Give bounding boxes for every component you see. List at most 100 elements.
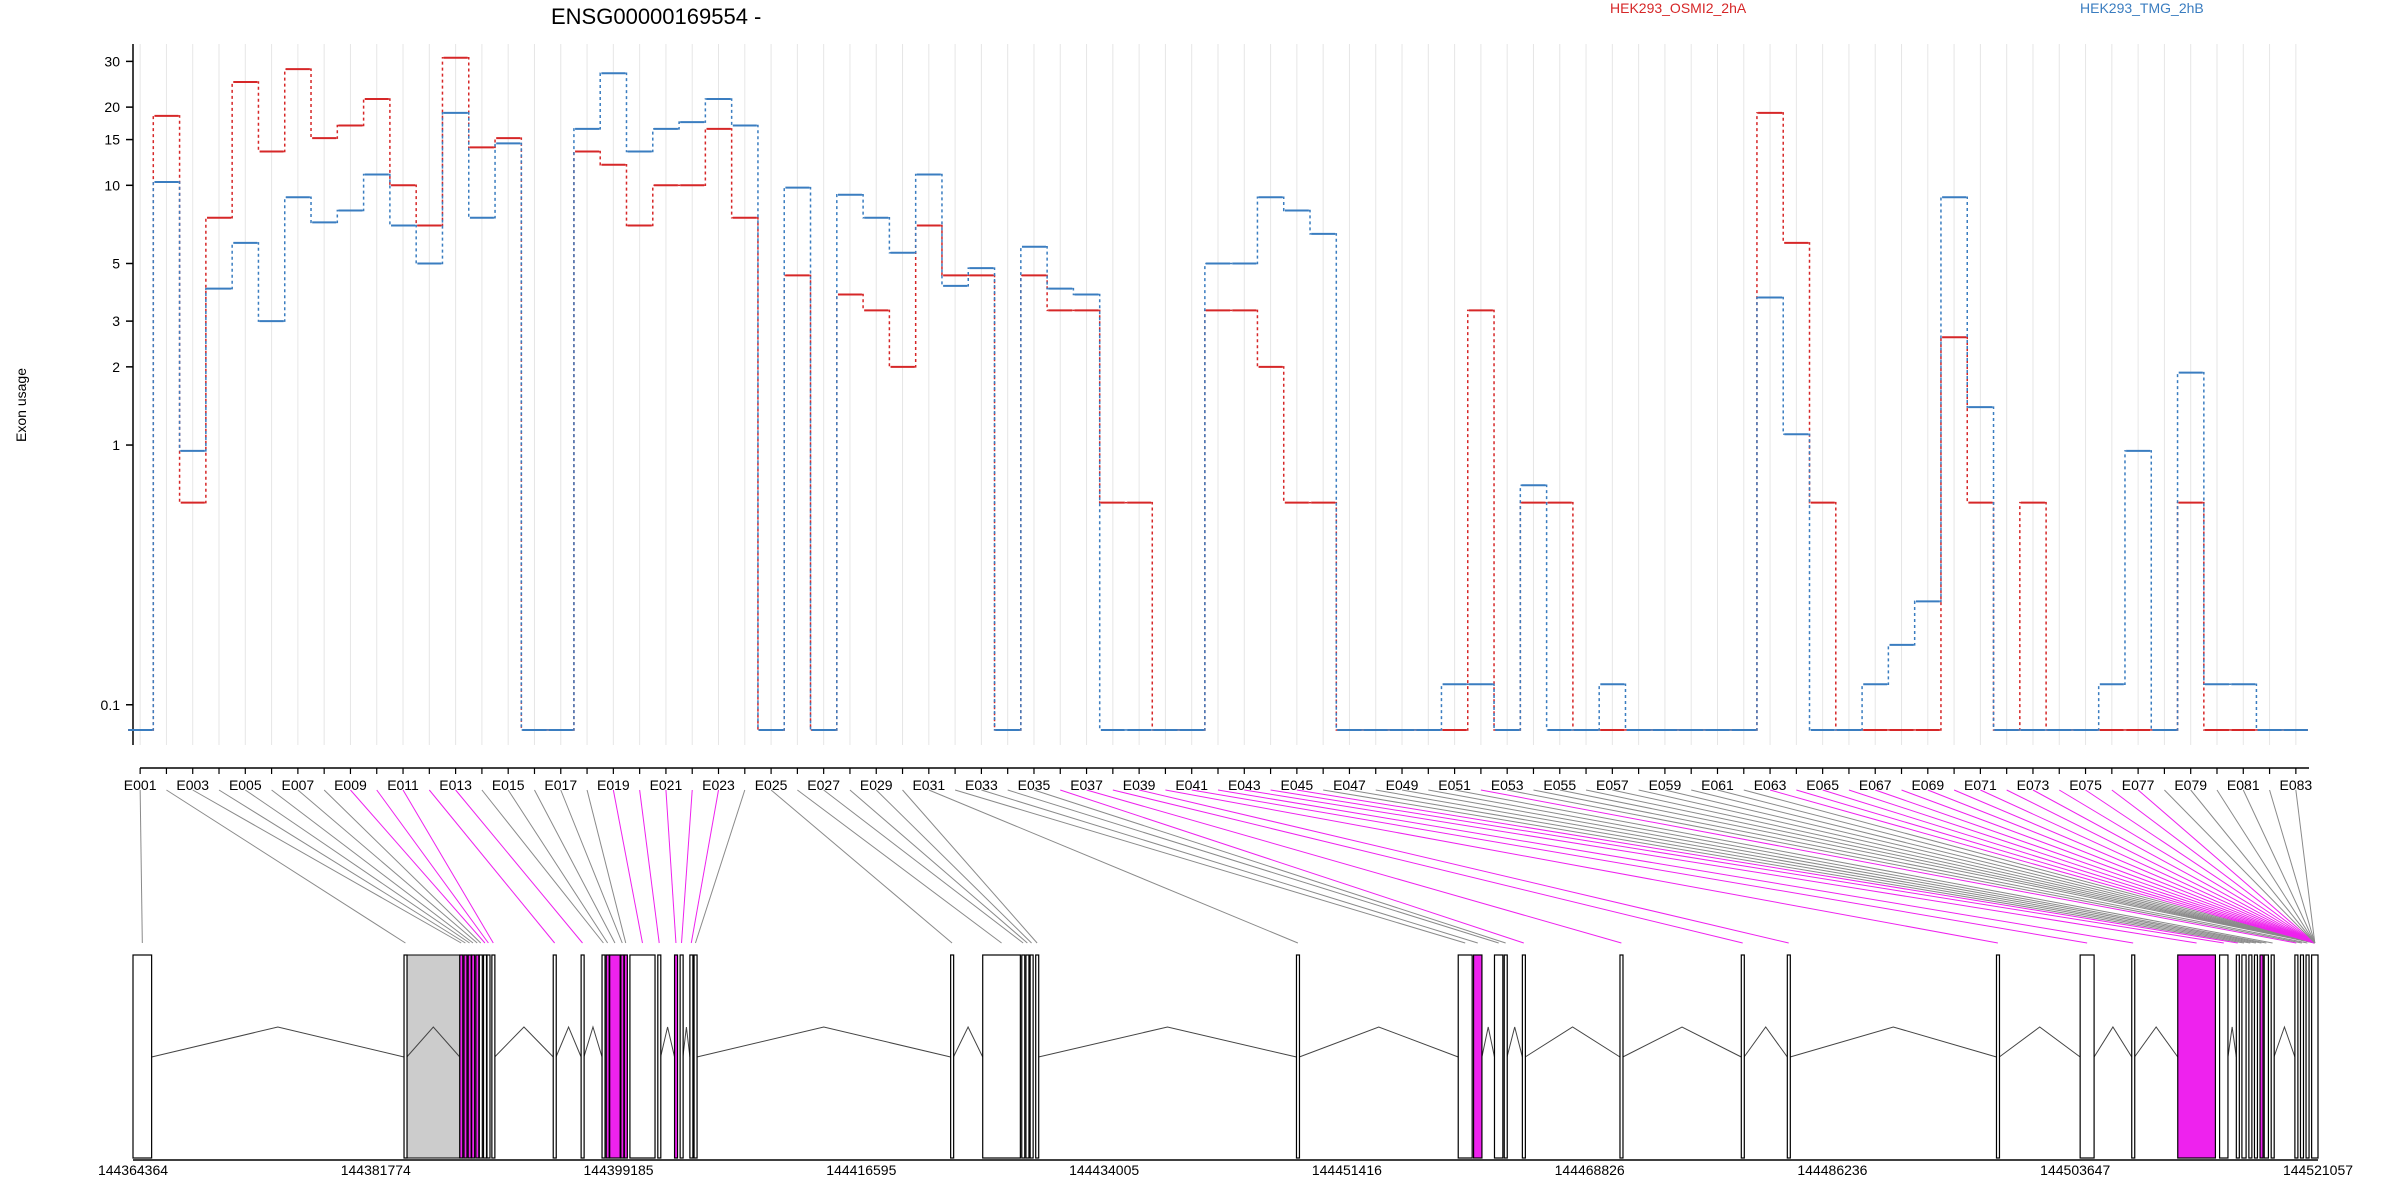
exon-connector [1060, 789, 1524, 944]
exon-connector [2295, 789, 2316, 944]
series-connector [572, 128, 576, 731]
series-connector [1256, 196, 1259, 265]
exon-block [950, 954, 955, 1159]
y-tick-label: 3 [112, 313, 120, 329]
x-tick-label: E021 [650, 777, 683, 793]
x-tick-label: E057 [1596, 777, 1629, 793]
series-connector [1466, 309, 1469, 731]
exon-connector [770, 789, 953, 944]
exon-block [2263, 954, 2269, 1159]
exon-block [459, 954, 464, 1159]
exon-connector [690, 789, 719, 944]
x-tick-label: E017 [544, 777, 577, 793]
exon-block [673, 954, 679, 1159]
x-tick-label: E075 [2069, 777, 2102, 793]
intron-line [952, 1025, 984, 1058]
series-connector [1808, 433, 1811, 731]
series-connector [1098, 293, 1101, 731]
exon-connector [875, 789, 1032, 944]
x-tick-label: E071 [1964, 777, 1997, 793]
exon-connector [694, 789, 746, 944]
series-connector [467, 112, 470, 219]
series-connector [1335, 501, 1338, 731]
exon-connector [1901, 789, 2315, 944]
series-connector [1755, 296, 1759, 731]
grid-layer [139, 44, 2297, 745]
series-connector [231, 81, 234, 219]
y-tick-label: 30 [104, 53, 120, 69]
exon-connector [1007, 789, 1499, 944]
exon-block [620, 954, 625, 1159]
exon-connector [2216, 789, 2316, 944]
x-tick-label: E015 [492, 777, 525, 793]
series-connector [1440, 683, 1443, 731]
exon-connector [2242, 789, 2316, 944]
intron-line [1789, 1026, 1997, 1058]
series-connector [415, 224, 418, 265]
legend-series-a[interactable]: HEK293_OSMI2_2hA [1610, 0, 1747, 16]
exon-connector [797, 789, 1002, 944]
x-tick-label: E047 [1333, 777, 1366, 793]
exon-block [1493, 954, 1504, 1159]
x-tick-label: E013 [439, 777, 472, 793]
series-connector [704, 128, 707, 187]
exon-block [2079, 954, 2095, 1159]
series-connector [1939, 336, 1943, 731]
intron-line [1299, 1026, 1459, 1058]
series-connector [336, 124, 339, 139]
x-tick-label: E061 [1701, 777, 1734, 793]
exon-block [1457, 954, 1473, 1159]
genome-tick-label: 144486236 [1797, 1162, 1867, 1178]
exon-block [475, 954, 480, 1159]
series-connector [362, 98, 365, 127]
exon-connector [323, 789, 482, 944]
x-tick-label: E007 [282, 777, 315, 793]
x-tick-label: E053 [1491, 777, 1524, 793]
series-connector [1624, 683, 1627, 731]
exon-connector [981, 789, 1478, 944]
series-connector [2044, 501, 2048, 731]
exon-block [2299, 954, 2305, 1159]
genome-tick-label: 144503647 [2040, 1162, 2110, 1178]
exon-connector [1743, 789, 2315, 944]
exon-block [486, 954, 491, 1159]
exon-block [1029, 954, 1034, 1159]
exon-connector [350, 789, 486, 944]
series-connector [1571, 501, 1575, 731]
exon-block [629, 954, 656, 1159]
exon-block [403, 954, 408, 1159]
x-tick-label: E077 [2122, 777, 2155, 793]
exon-block [1021, 954, 1026, 1159]
exon-block [1295, 954, 1301, 1159]
x-tick-label: E029 [860, 777, 893, 793]
series-connector [2176, 371, 2179, 731]
exon-block [1472, 954, 1483, 1159]
exon-connector [2137, 789, 2316, 944]
series-connector [1966, 336, 1969, 504]
x-tick-label: E025 [755, 777, 788, 793]
series-connector [1992, 406, 1995, 731]
exon-connector [1848, 789, 2315, 944]
series-connector [2097, 683, 2100, 731]
exon-block [2241, 954, 2247, 1159]
series-connector [1598, 683, 1601, 731]
exon-connector [2085, 789, 2316, 944]
series-connector [914, 224, 917, 368]
series-connector [1887, 644, 1890, 685]
gene-region-box [403, 954, 461, 1159]
series-connector [257, 81, 260, 153]
exon-block [2311, 954, 2319, 1159]
series-connector [1913, 600, 1916, 646]
series-connector [1072, 287, 1075, 296]
series-connector [1782, 112, 1785, 244]
exon-connector [2269, 789, 2316, 944]
series-connector [493, 142, 497, 219]
series-connector [756, 124, 760, 731]
intron-line [1622, 1026, 1742, 1058]
exon-connector [560, 789, 623, 944]
series-connector [1045, 246, 1049, 290]
series-connector [309, 68, 313, 139]
x-tick-label: E043 [1228, 777, 1261, 793]
legend-series-b[interactable]: HEK293_TMG_2hB [2080, 0, 2204, 16]
